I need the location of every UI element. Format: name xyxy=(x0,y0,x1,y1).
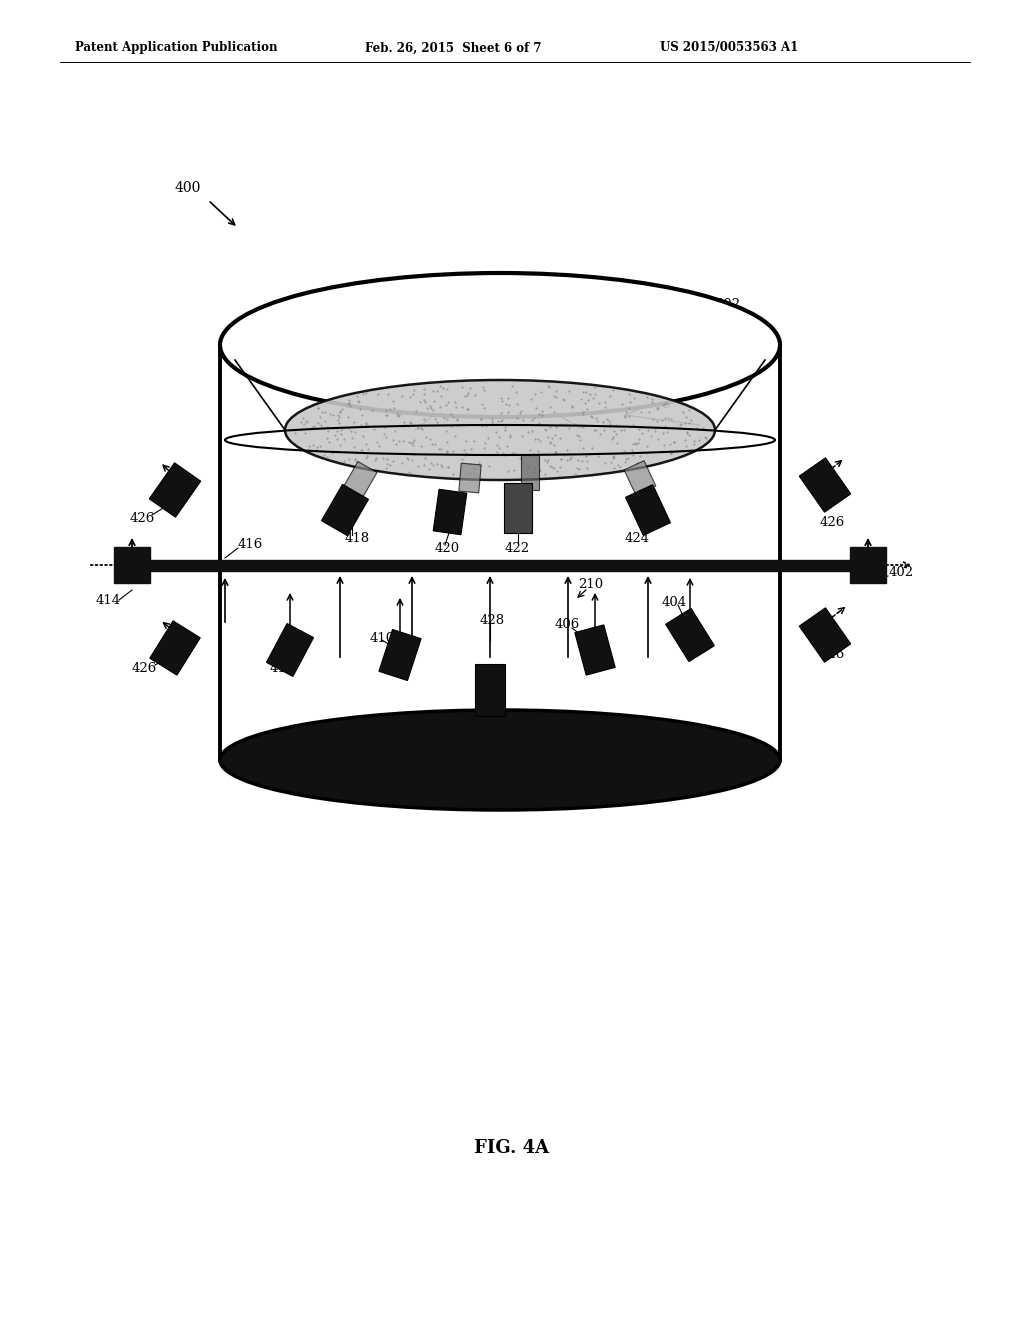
Polygon shape xyxy=(433,490,467,535)
Polygon shape xyxy=(800,607,851,663)
Text: 202: 202 xyxy=(715,298,740,312)
Text: 422: 422 xyxy=(505,541,530,554)
Bar xyxy=(850,546,886,583)
Bar xyxy=(114,546,150,583)
Text: FIG. 4A: FIG. 4A xyxy=(474,1139,550,1158)
Polygon shape xyxy=(624,461,656,495)
Ellipse shape xyxy=(285,380,715,480)
Text: 410: 410 xyxy=(370,631,395,644)
Text: 428: 428 xyxy=(480,614,505,627)
Polygon shape xyxy=(504,483,532,533)
Polygon shape xyxy=(521,454,539,490)
Polygon shape xyxy=(150,463,201,517)
Text: 426: 426 xyxy=(132,661,158,675)
Polygon shape xyxy=(800,458,851,512)
Polygon shape xyxy=(379,630,421,681)
Text: 412: 412 xyxy=(270,661,295,675)
Text: US 2015/0053563 A1: US 2015/0053563 A1 xyxy=(660,41,799,54)
Text: 208: 208 xyxy=(730,766,755,779)
Text: 406: 406 xyxy=(555,619,581,631)
Ellipse shape xyxy=(220,710,780,810)
Text: 418: 418 xyxy=(345,532,370,544)
Text: 210: 210 xyxy=(578,578,603,591)
Text: 414: 414 xyxy=(96,594,121,606)
Text: 206: 206 xyxy=(645,399,671,412)
Polygon shape xyxy=(459,463,481,492)
Text: 420: 420 xyxy=(435,541,460,554)
Text: 426: 426 xyxy=(820,648,845,661)
Text: 426: 426 xyxy=(130,511,156,524)
Text: 416: 416 xyxy=(238,539,263,552)
Text: 408: 408 xyxy=(475,743,501,756)
Text: 400: 400 xyxy=(175,181,202,195)
Polygon shape xyxy=(343,462,377,499)
Text: 426: 426 xyxy=(820,516,845,529)
Polygon shape xyxy=(150,620,201,675)
Text: 402: 402 xyxy=(889,566,914,579)
Text: 424: 424 xyxy=(625,532,650,544)
Text: 404: 404 xyxy=(662,595,687,609)
Polygon shape xyxy=(574,624,615,675)
Text: Feb. 26, 2015  Sheet 6 of 7: Feb. 26, 2015 Sheet 6 of 7 xyxy=(365,41,542,54)
Polygon shape xyxy=(475,664,505,715)
Polygon shape xyxy=(322,484,369,536)
Text: 426: 426 xyxy=(472,371,498,384)
Ellipse shape xyxy=(220,273,780,417)
Polygon shape xyxy=(666,609,715,661)
Polygon shape xyxy=(266,623,313,676)
Text: Patent Application Publication: Patent Application Publication xyxy=(75,41,278,54)
Polygon shape xyxy=(626,484,671,536)
Ellipse shape xyxy=(228,281,772,409)
